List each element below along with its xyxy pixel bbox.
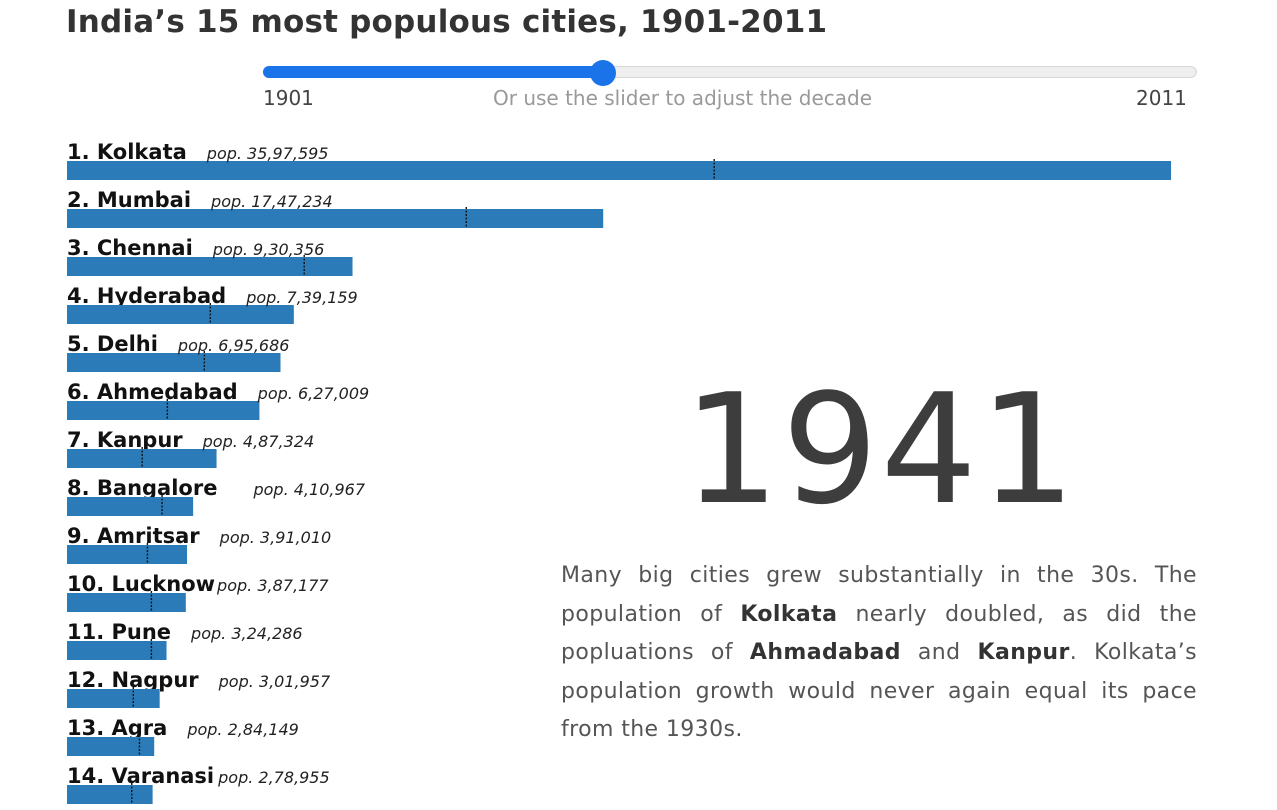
city-row: 3. Chennai pop. 9,30,356 bbox=[67, 236, 353, 276]
city-row: 12. Nagpur pop. 3,01,957 bbox=[67, 668, 331, 708]
population-label: pop. 3,91,010 bbox=[219, 528, 332, 547]
population-bar bbox=[67, 209, 604, 228]
city-label: 4. Hyderabad bbox=[67, 284, 226, 308]
city-row: 4. Hyderabad pop. 7,39,159 bbox=[67, 284, 358, 324]
description-highlight: Ahmadabad bbox=[749, 640, 901, 665]
description-text: nearly doubled, as did the popluations o… bbox=[561, 601, 1197, 666]
city-label: 10. Lucknow bbox=[67, 572, 215, 596]
decade-description: Many big cities grew substantially in th… bbox=[561, 557, 1197, 750]
population-label: pop. 35,97,595 bbox=[206, 144, 329, 163]
population-label: pop. 4,10,967 bbox=[252, 480, 365, 499]
population-bar bbox=[67, 737, 155, 756]
decade-slider-fill[interactable] bbox=[263, 66, 603, 78]
population-label: pop. 3,87,177 bbox=[216, 576, 329, 595]
population-label: pop. 7,39,159 bbox=[245, 288, 358, 307]
city-label: 14. Varanasi bbox=[67, 764, 214, 788]
city-label: 13. Agra bbox=[67, 716, 167, 740]
population-bar bbox=[67, 353, 281, 372]
city-row: 9. Amritsar pop. 3,91,010 bbox=[67, 524, 331, 564]
city-label: 2. Mumbai bbox=[67, 188, 191, 212]
population-bar bbox=[67, 497, 194, 516]
population-label: pop. 2,78,955 bbox=[217, 768, 330, 787]
population-bar bbox=[67, 593, 186, 612]
description-highlight: Kanpur bbox=[977, 640, 1070, 665]
slider-hint: Or use the slider to adjust the decade bbox=[493, 86, 873, 110]
year-display: 1941 bbox=[683, 361, 1078, 538]
city-row: 14. Varanasi pop. 2,78,955 bbox=[67, 764, 330, 804]
city-row: 10. Lucknow pop. 3,87,177 bbox=[67, 572, 329, 612]
city-label: 9. Amritsar bbox=[67, 524, 200, 548]
city-row: 7. Kanpur pop. 4,87,324 bbox=[67, 428, 314, 468]
city-label: 5. Delhi bbox=[67, 332, 158, 356]
population-bar bbox=[67, 161, 1172, 180]
city-label: 11. Pune bbox=[67, 620, 171, 644]
population-bar bbox=[67, 641, 167, 660]
city-label: 7. Kanpur bbox=[67, 428, 183, 452]
city-row: 11. Pune pop. 3,24,286 bbox=[67, 620, 303, 660]
population-bar bbox=[67, 257, 353, 276]
city-row: 2. Mumbai pop. 17,47,234 bbox=[67, 188, 604, 228]
population-bar bbox=[67, 401, 260, 420]
population-label: pop. 3,24,286 bbox=[190, 624, 303, 643]
city-row: 8. Bangalore pop. 4,10,967 bbox=[67, 476, 366, 516]
city-row: 13. Agra pop. 2,84,149 bbox=[67, 716, 299, 756]
city-label: 3. Chennai bbox=[67, 236, 193, 260]
city-row: 6. Ahmedabad pop. 6,27,009 bbox=[67, 380, 369, 420]
description-highlight: Kolkata bbox=[740, 601, 838, 627]
population-bar bbox=[67, 689, 160, 708]
slider-start-label: 1901 bbox=[263, 86, 314, 110]
population-label: pop. 3,01,957 bbox=[218, 672, 331, 691]
description-text: and bbox=[900, 640, 978, 665]
population-label: pop. 17,47,234 bbox=[210, 192, 333, 211]
decade-slider-handle[interactable] bbox=[589, 60, 616, 86]
population-label: pop. 6,95,686 bbox=[177, 336, 290, 355]
population-label: pop. 6,27,009 bbox=[257, 384, 370, 403]
population-bar bbox=[67, 785, 153, 804]
description-text: Many big cities grew substantially in th… bbox=[561, 563, 1197, 627]
slider-end-label: 2011 bbox=[1136, 86, 1187, 110]
city-row: 5. Delhi pop. 6,95,686 bbox=[67, 332, 289, 372]
city-row: 1. Kolkata pop. 35,97,595 bbox=[67, 140, 1172, 180]
population-label: pop. 9,30,356 bbox=[212, 240, 325, 259]
city-label: 1. Kolkata bbox=[67, 140, 187, 164]
population-bar bbox=[67, 305, 294, 324]
description-text: . Kolkata’s population growth would neve… bbox=[561, 640, 1197, 742]
population-label: pop. 4,87,324 bbox=[202, 432, 315, 451]
population-bar bbox=[67, 545, 187, 564]
city-label: 6. Ahmedabad bbox=[67, 380, 238, 404]
city-label: 8. Bangalore bbox=[67, 476, 217, 500]
population-label: pop. 2,84,149 bbox=[186, 720, 299, 739]
chart-title: India’s 15 most populous cities, 1901-20… bbox=[66, 4, 828, 40]
